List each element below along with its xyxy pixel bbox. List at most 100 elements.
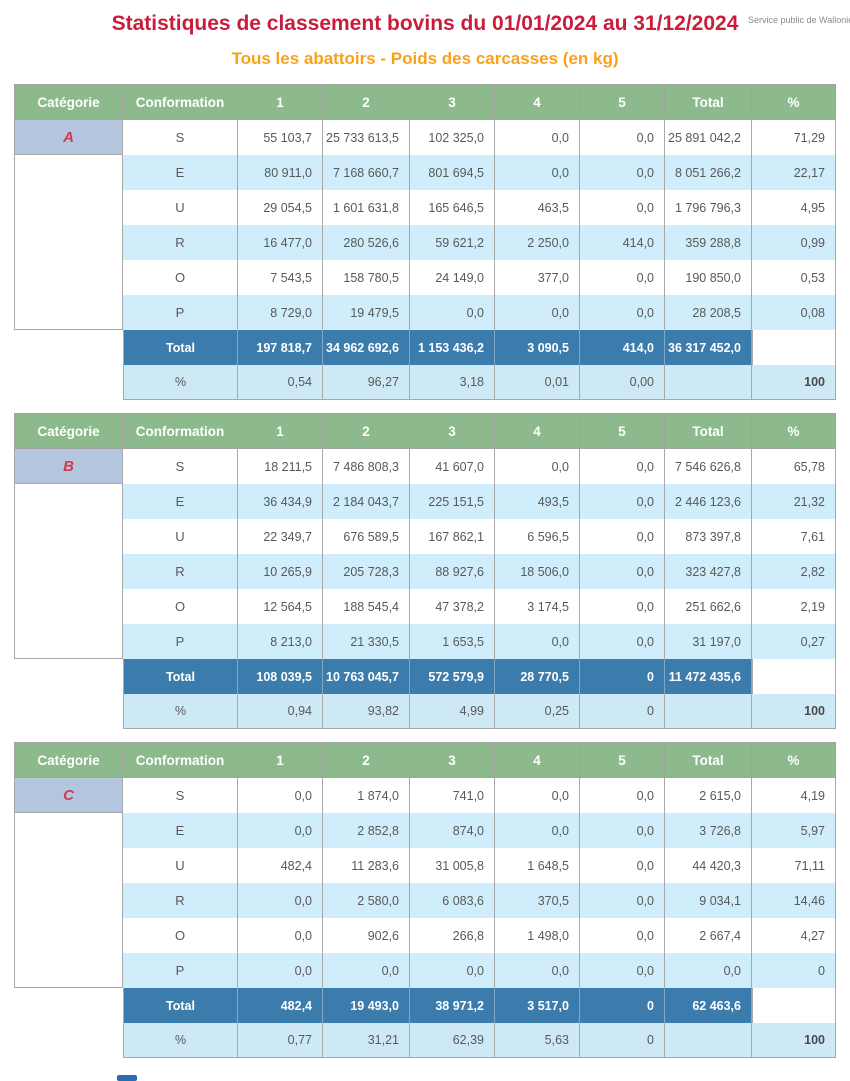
value-cell: 0,0 [495, 778, 580, 813]
percent-total-cell: 100 [752, 1023, 836, 1058]
percent-row-label: % [123, 365, 238, 400]
total-value-cell: 197 818,7 [238, 330, 323, 365]
value-cell: 414,0 [580, 225, 665, 260]
value-cell: 7 486 808,3 [323, 449, 410, 484]
value-cell: 8 213,0 [238, 624, 323, 659]
column-header: 2 [323, 742, 410, 778]
value-cell: 0,0 [238, 918, 323, 953]
value-cell: 370,5 [495, 883, 580, 918]
category-gap [14, 1023, 123, 1058]
value-cell: 0,99 [752, 225, 836, 260]
total-value-cell: 62 463,6 [665, 988, 752, 1023]
value-cell: 0,0 [495, 624, 580, 659]
value-cell: 2 667,4 [665, 918, 752, 953]
value-cell: 21,32 [752, 484, 836, 519]
value-cell: 22,17 [752, 155, 836, 190]
value-cell: 801 694,5 [410, 155, 495, 190]
column-header: Conformation [123, 742, 238, 778]
conformation-cell: R [123, 554, 238, 589]
category-gap [14, 330, 123, 365]
value-cell: 0,27 [752, 624, 836, 659]
conformation-cell: E [123, 813, 238, 848]
value-cell: 12 564,5 [238, 589, 323, 624]
percent-row-label: % [123, 1023, 238, 1058]
total-value-cell: 10 763 045,7 [323, 659, 410, 694]
value-cell: 2 184 043,7 [323, 484, 410, 519]
value-cell: 0,0 [410, 295, 495, 330]
value-cell: 0,0 [410, 953, 495, 988]
value-cell: 0,0 [580, 449, 665, 484]
percent-total-empty-cell [665, 1023, 752, 1058]
column-header: 5 [580, 413, 665, 449]
column-header: 3 [410, 84, 495, 120]
value-cell: 41 607,0 [410, 449, 495, 484]
value-cell: 2 580,0 [323, 883, 410, 918]
category-table-a: Catégorie Conformation 1 2 3 4 5 Total% A S 55 103… [14, 84, 850, 400]
value-cell: 44 420,3 [665, 848, 752, 883]
value-cell: 0,0 [580, 953, 665, 988]
conformation-cell: R [123, 225, 238, 260]
conformation-cell: O [123, 260, 238, 295]
column-header: % [752, 84, 836, 120]
total-row-label: Total [123, 330, 238, 365]
value-cell: 1 874,0 [323, 778, 410, 813]
value-cell: 0,0 [495, 295, 580, 330]
value-cell: 24 149,0 [410, 260, 495, 295]
value-cell: 0,0 [580, 813, 665, 848]
watermark-service-public: Service public de Wallonie [748, 15, 850, 25]
value-cell: 11 283,6 [323, 848, 410, 883]
value-cell: 31 197,0 [665, 624, 752, 659]
conformation-cell: O [123, 589, 238, 624]
value-cell: 0,0 [238, 953, 323, 988]
value-cell: 493,5 [495, 484, 580, 519]
value-cell: 65,78 [752, 449, 836, 484]
value-cell: 28 208,5 [665, 295, 752, 330]
value-cell: 251 662,6 [665, 589, 752, 624]
value-cell: 88 927,6 [410, 554, 495, 589]
value-cell: 0,08 [752, 295, 836, 330]
column-header: 3 [410, 413, 495, 449]
column-header: Total [665, 742, 752, 778]
percent-value-cell: 0,25 [495, 694, 580, 729]
total-value-cell: 3 090,5 [495, 330, 580, 365]
percent-total-empty-cell [665, 694, 752, 729]
value-cell: 0,0 [495, 813, 580, 848]
value-cell: 16 477,0 [238, 225, 323, 260]
value-cell: 482,4 [238, 848, 323, 883]
value-cell: 19 479,5 [323, 295, 410, 330]
value-cell: 18 211,5 [238, 449, 323, 484]
percent-row-label: % [123, 694, 238, 729]
page-title: Statistiques de classement bovins du 01/… [111, 12, 739, 35]
total-value-cell: 108 039,5 [238, 659, 323, 694]
column-header: 5 [580, 84, 665, 120]
column-header: Total [665, 413, 752, 449]
value-cell: 2,82 [752, 554, 836, 589]
value-cell: 205 728,3 [323, 554, 410, 589]
value-cell: 3 726,8 [665, 813, 752, 848]
value-cell: 5,97 [752, 813, 836, 848]
value-cell: 0,0 [580, 918, 665, 953]
percent-value-cell: 96,27 [323, 365, 410, 400]
percent-value-cell: 0 [580, 694, 665, 729]
conformation-cell: U [123, 848, 238, 883]
conformation-cell: S [123, 120, 238, 155]
value-cell: 102 325,0 [410, 120, 495, 155]
category-gap [14, 694, 123, 729]
value-cell: 6 083,6 [410, 883, 495, 918]
conformation-cell: U [123, 519, 238, 554]
column-header: 1 [238, 742, 323, 778]
value-cell: 2,19 [752, 589, 836, 624]
value-cell: 21 330,5 [323, 624, 410, 659]
value-cell: 14,46 [752, 883, 836, 918]
column-header: 1 [238, 413, 323, 449]
category-table-c: Catégorie Conformation 1 2 3 4 5 Total% C S 0,0 1 8… [14, 742, 850, 1058]
total-value-cell: 482,4 [238, 988, 323, 1023]
category-gap [14, 988, 123, 1023]
value-cell: 6 596,5 [495, 519, 580, 554]
conformation-cell: P [123, 624, 238, 659]
value-cell: 55 103,7 [238, 120, 323, 155]
total-value-cell: 11 472 435,6 [665, 659, 752, 694]
value-cell: 80 911,0 [238, 155, 323, 190]
value-cell: 902,6 [323, 918, 410, 953]
total-value-cell: 0 [580, 659, 665, 694]
